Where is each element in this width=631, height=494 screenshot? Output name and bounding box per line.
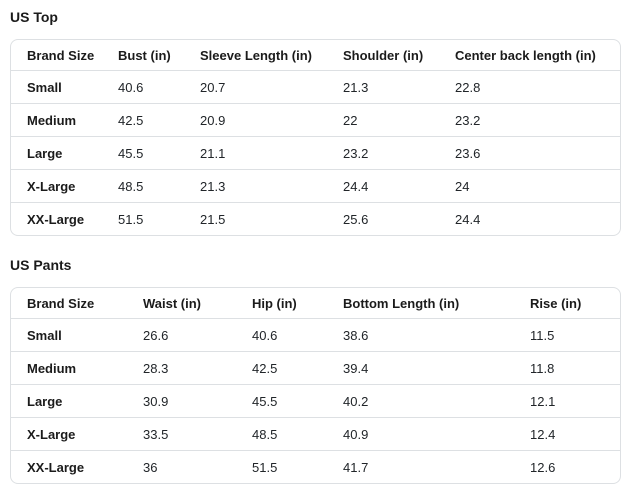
table-cell: 23.6 (439, 136, 620, 169)
table-cell: 22 (327, 103, 439, 136)
column-header-sleeve-length: Sleeve Length (in) (200, 47, 312, 63)
table-cell: 22.8 (439, 70, 620, 103)
table-cell: 42.5 (102, 103, 184, 136)
table-cell: 23.2 (439, 103, 620, 136)
column-header-brand-size: Brand Size (27, 47, 95, 63)
table-row-x-large: X-Large 48.5 21.3 24.4 24 (11, 169, 620, 202)
table-cell: 40.6 (236, 318, 327, 351)
table-cell: 36 (127, 450, 236, 483)
column-header-shoulder: Shoulder (in) (343, 47, 424, 63)
table-cell: 45.5 (236, 384, 327, 417)
table-row-x-large: X-Large 33.5 48.5 40.9 12.4 (11, 417, 620, 450)
us-pants-table-container: Brand Size Waist (in) Hip (in) Bottom Le… (10, 287, 621, 484)
us-pants-size-table: Brand Size Waist (in) Hip (in) Bottom Le… (11, 288, 620, 483)
header-row: Brand Size Waist (in) Hip (in) Bottom Le… (11, 288, 620, 318)
table-cell: 24.4 (327, 169, 439, 202)
table-cell: 48.5 (102, 169, 184, 202)
table-cell: 21.5 (184, 202, 327, 235)
table-cell: 30.9 (127, 384, 236, 417)
table-row-small: Small 40.6 20.7 21.3 22.8 (11, 70, 620, 103)
table-cell: 25.6 (327, 202, 439, 235)
row-header-cell: Small (11, 70, 102, 103)
column-header-brand-size: Brand Size (27, 295, 95, 311)
row-header-cell: Large (11, 136, 102, 169)
table-cell: 21.3 (184, 169, 327, 202)
table-cell: 21.1 (184, 136, 327, 169)
row-header-cell: X-Large (11, 417, 127, 450)
column-header-center-back-length: Center back length (in) (455, 47, 596, 63)
row-header-cell: Medium (11, 351, 127, 384)
table-cell: 21.3 (327, 70, 439, 103)
table-cell: 33.5 (127, 417, 236, 450)
table-cell: 51.5 (102, 202, 184, 235)
section-title-us-pants: US Pants (10, 257, 72, 273)
table-cell: 41.7 (327, 450, 514, 483)
table-cell: 51.5 (236, 450, 327, 483)
row-header-cell: XX-Large (11, 202, 102, 235)
row-header-cell: Large (11, 384, 127, 417)
table-row-small: Small 26.6 40.6 38.6 11.5 (11, 318, 620, 351)
column-header-bust: Bust (in) (118, 47, 171, 63)
table-row-xx-large: XX-Large 51.5 21.5 25.6 24.4 (11, 202, 620, 235)
table-cell: 11.5 (514, 318, 620, 351)
table-cell: 45.5 (102, 136, 184, 169)
table-cell: 38.6 (327, 318, 514, 351)
row-header-cell: Small (11, 318, 127, 351)
table-cell: 40.6 (102, 70, 184, 103)
column-header-hip: Hip (in) (252, 295, 297, 311)
table-row-medium: Medium 42.5 20.9 22 23.2 (11, 103, 620, 136)
table-cell: 28.3 (127, 351, 236, 384)
table-row-medium: Medium 28.3 42.5 39.4 11.8 (11, 351, 620, 384)
table-cell: 12.4 (514, 417, 620, 450)
column-header-rise: Rise (in) (530, 295, 582, 311)
table-cell: 42.5 (236, 351, 327, 384)
row-header-cell: Medium (11, 103, 102, 136)
us-top-size-table: Brand Size Bust (in) Sleeve Length (in) … (11, 40, 620, 235)
table-cell: 12.1 (514, 384, 620, 417)
table-cell: 20.9 (184, 103, 327, 136)
table-row-xx-large: XX-Large 36 51.5 41.7 12.6 (11, 450, 620, 483)
row-header-cell: XX-Large (11, 450, 127, 483)
row-header-cell: X-Large (11, 169, 102, 202)
table-row-large: Large 30.9 45.5 40.2 12.1 (11, 384, 620, 417)
table-cell: 23.2 (327, 136, 439, 169)
table-cell: 39.4 (327, 351, 514, 384)
table-cell: 11.8 (514, 351, 620, 384)
table-cell: 40.2 (327, 384, 514, 417)
table-cell: 24 (439, 169, 620, 202)
header-row: Brand Size Bust (in) Sleeve Length (in) … (11, 40, 620, 70)
table-cell: 26.6 (127, 318, 236, 351)
table-cell: 40.9 (327, 417, 514, 450)
table-cell: 48.5 (236, 417, 327, 450)
table-cell: 20.7 (184, 70, 327, 103)
column-header-waist: Waist (in) (143, 295, 202, 311)
section-title-us-top: US Top (10, 9, 58, 25)
us-top-table-container: Brand Size Bust (in) Sleeve Length (in) … (10, 39, 621, 236)
table-cell: 24.4 (439, 202, 620, 235)
table-cell: 12.6 (514, 450, 620, 483)
us-pants-section: US Pants Brand Size Waist (in) Hip (in) … (10, 257, 621, 484)
table-row-large: Large 45.5 21.1 23.2 23.6 (11, 136, 620, 169)
column-header-bottom-length: Bottom Length (in) (343, 295, 460, 311)
us-top-section: US Top Brand Size Bust (in) Sleeve Lengt… (10, 9, 621, 236)
